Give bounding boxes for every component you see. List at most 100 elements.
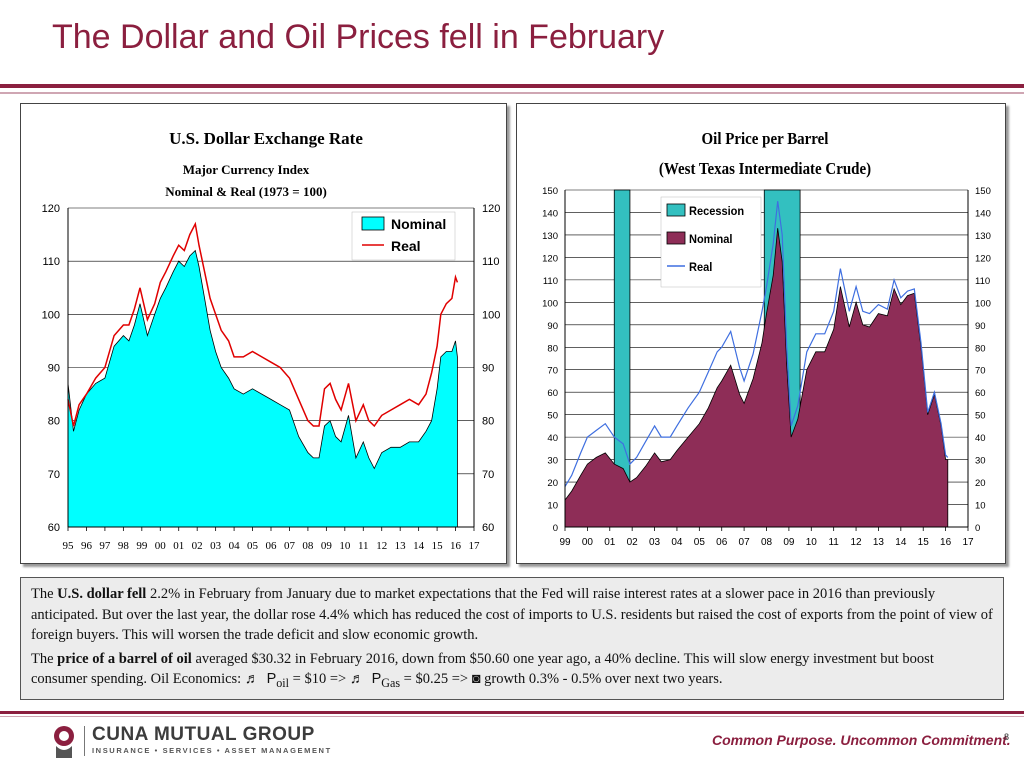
y2-tick-label: 10 (975, 501, 986, 512)
x-tick-label: 99 (559, 537, 571, 548)
y-tick-label: 90 (547, 321, 558, 332)
y2-tick-label: 120 (482, 203, 500, 215)
y-tick-label: 50 (547, 411, 558, 422)
x-tick-label: 12 (850, 537, 862, 548)
x-tick-label: 17 (962, 537, 974, 548)
y-tick-label: 120 (542, 253, 558, 264)
commentary-oil: The price of a barrel of oil averaged $3… (31, 650, 934, 690)
y2-tick-label: 60 (975, 388, 986, 399)
company-logo-icon (54, 726, 74, 758)
legend-recession-label: Recession (689, 206, 744, 218)
dollar-chart-panel: U.S. Dollar Exchange Rate Major Currency… (20, 103, 507, 564)
y-tick-label: 110 (42, 256, 60, 268)
y2-tick-label: 90 (975, 321, 986, 332)
x-tick-label: 11 (358, 540, 369, 552)
series-real-line (564, 201, 949, 487)
y-tick-label: 60 (48, 522, 60, 534)
dollar-chart-subtitle2: Nominal & Real (1973 = 100) (165, 184, 327, 199)
y2-tick-label: 30 (975, 456, 986, 467)
legend-real-label: Real (391, 238, 421, 254)
oil-chart-subtitle: (West Texas Intermediate Crude) (659, 160, 871, 178)
x-tick-label: 07 (739, 537, 751, 548)
arrow-symbol-3: ◙ (471, 671, 481, 687)
x-tick-label: 96 (81, 540, 93, 552)
y-tick-label: 150 (542, 186, 558, 197)
footer-rule-thin (0, 716, 1024, 717)
x-tick-label: 16 (940, 537, 952, 548)
x-tick-label: 15 (918, 537, 930, 548)
dollar-chart-title: U.S. Dollar Exchange Rate (169, 129, 363, 148)
y2-tick-label: 50 (975, 411, 986, 422)
oil-chart-title: Oil Price per Barrel (702, 130, 829, 148)
y2-tick-label: 70 (975, 366, 986, 377)
y2-tick-label: 110 (482, 256, 500, 268)
x-tick-label: 10 (339, 540, 351, 552)
y2-tick-label: 80 (975, 343, 986, 354)
y2-tick-label: 60 (482, 522, 494, 534)
slide-title: The Dollar and Oil Prices fell in Februa… (52, 18, 665, 56)
x-tick-label: 08 (761, 537, 773, 548)
y-tick-label: 80 (48, 416, 60, 428)
x-tick-label: 09 (321, 540, 333, 552)
y2-tick-label: 70 (482, 469, 494, 481)
x-tick-label: 06 (266, 540, 278, 552)
x-tick-label: 02 (627, 537, 639, 548)
y2-tick-label: 90 (482, 363, 494, 375)
x-tick-label: 06 (716, 537, 728, 548)
y-tick-label: 60 (547, 388, 558, 399)
page-number: 8 (1004, 732, 1010, 742)
arrow-symbol-1: ♬ (244, 671, 260, 687)
x-tick-label: 03 (649, 537, 661, 548)
y-tick-label: 80 (547, 343, 558, 354)
legend-nominal-label: Nominal (391, 216, 446, 232)
legend-real-label: Real (689, 262, 712, 274)
series-real-line (67, 221, 459, 428)
company-name: CUNA MUTUAL GROUP (92, 724, 315, 745)
dollar-legend: Nominal Real (351, 211, 456, 261)
x-tick-label: 95 (63, 540, 75, 552)
y2-tick-label: 150 (975, 186, 991, 197)
y2-tick-label: 100 (482, 309, 500, 321)
oil-highlight: price of a barrel of oil (57, 650, 192, 667)
x-tick-label: 03 (210, 540, 222, 552)
dollar-highlight: U.S. dollar fell (57, 586, 147, 602)
y-tick-label: 30 (547, 456, 558, 467)
y-tick-label: 10 (547, 501, 558, 512)
x-tick-label: 00 (582, 537, 594, 548)
x-tick-label: 10 (806, 537, 818, 548)
x-tick-label: 14 (895, 537, 907, 548)
legend-nominal-label: Nominal (689, 234, 733, 246)
x-tick-label: 12 (376, 540, 387, 552)
y-tick-label: 90 (48, 363, 60, 375)
header-rule (0, 84, 1024, 88)
x-tick-label: 02 (192, 540, 203, 552)
x-tick-label: 07 (284, 540, 296, 552)
legend-recession-swatch (666, 203, 686, 217)
x-tick-label: 04 (671, 537, 683, 548)
series-nominal-area (564, 228, 949, 528)
x-tick-label: 13 (395, 540, 407, 552)
dollar-chart: U.S. Dollar Exchange Rate Major Currency… (42, 129, 501, 552)
series-nominal-area (67, 249, 458, 528)
y-tick-label: 140 (542, 208, 558, 219)
y2-tick-label: 20 (975, 478, 986, 489)
x-tick-label: 13 (873, 537, 885, 548)
y-tick-label: 100 (42, 309, 60, 321)
x-tick-label: 97 (99, 540, 111, 552)
y2-tick-label: 130 (975, 231, 991, 242)
y-tick-label: 70 (547, 366, 558, 377)
footer-rule (0, 711, 1024, 714)
header-rule-thin (0, 92, 1024, 94)
y-tick-label: 40 (547, 433, 558, 444)
y-tick-label: 20 (547, 478, 558, 489)
y2-tick-label: 80 (482, 416, 494, 428)
commentary-dollar: The U.S. dollar fell 2.2% in February fr… (31, 586, 993, 643)
y-tick-label: 70 (48, 469, 60, 481)
x-tick-label: 04 (229, 540, 241, 552)
x-tick-label: 01 (604, 537, 616, 548)
y-tick-label: 110 (543, 276, 558, 287)
x-tick-label: 05 (694, 537, 706, 548)
y2-tick-label: 110 (975, 276, 990, 287)
x-tick-label: 05 (247, 540, 259, 552)
oil-legend: Recession Nominal Real (660, 196, 762, 288)
